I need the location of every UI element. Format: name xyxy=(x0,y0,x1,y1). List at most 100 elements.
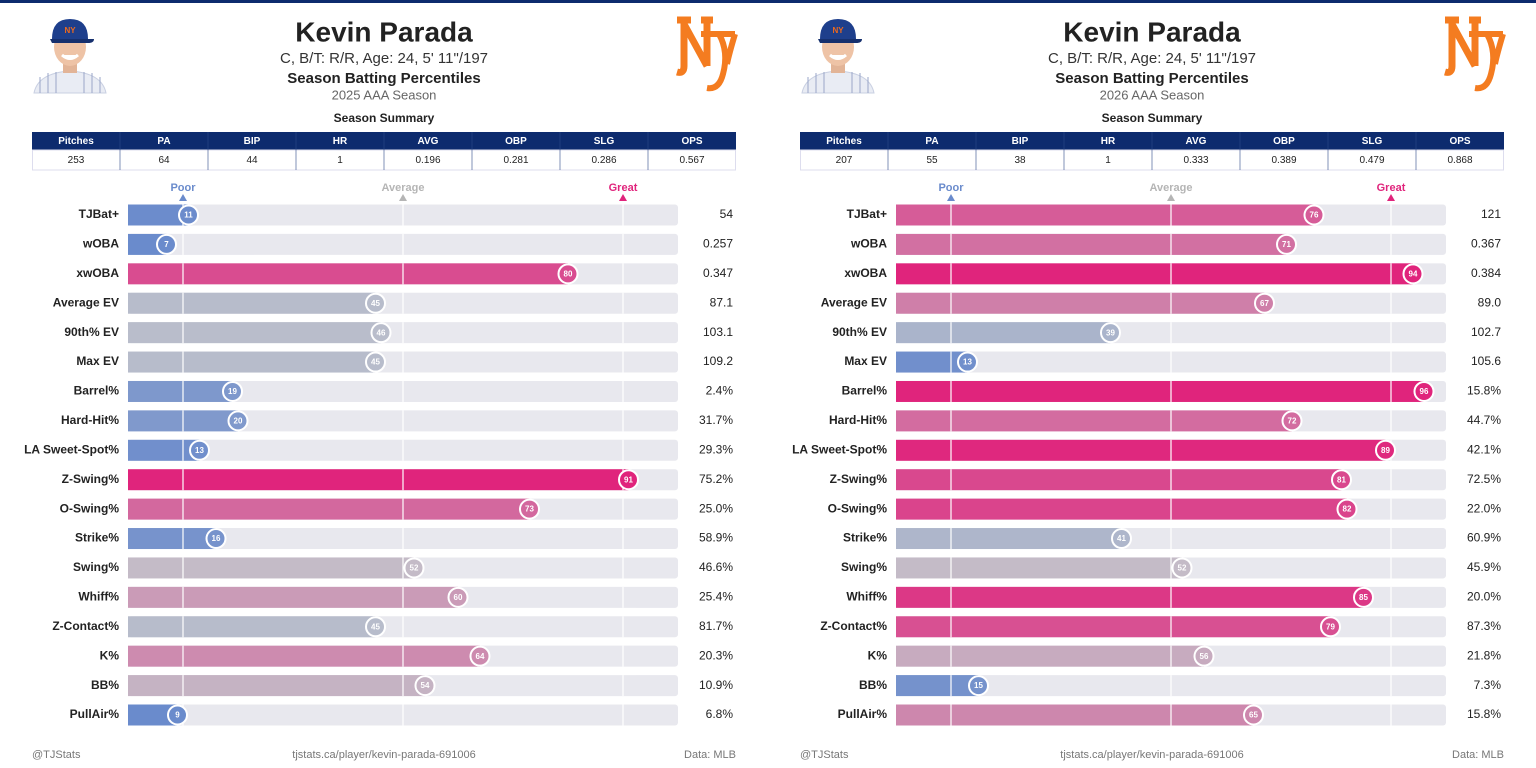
stat-value: 109.2 xyxy=(703,354,733,368)
summary-title: Season Summary xyxy=(334,111,435,125)
row-label: TJBat+ xyxy=(847,207,887,221)
percentile-marker xyxy=(1111,528,1132,550)
table-column: BIP xyxy=(1012,136,1029,147)
percentile-label: 96 xyxy=(1420,387,1429,396)
percentile-marker xyxy=(403,557,425,579)
stat-value: 60.9% xyxy=(1467,531,1501,545)
table-column: SLG xyxy=(1362,136,1383,147)
percentile-label: 52 xyxy=(1178,564,1187,573)
stat-value: 20.0% xyxy=(1467,590,1501,604)
table-column: BIP xyxy=(244,136,261,147)
percentile-label: 65 xyxy=(1249,711,1258,720)
table-cell: 207 xyxy=(836,155,853,166)
row-label: LA Sweet-Spot% xyxy=(24,442,119,456)
row-label: Barrel% xyxy=(842,384,888,398)
bar xyxy=(896,439,1386,461)
stat-value: 2.4% xyxy=(706,384,734,398)
percentile-label: 94 xyxy=(1409,269,1418,278)
table-column: SLG xyxy=(594,136,615,147)
row-label: Z-Contact% xyxy=(820,619,887,633)
row-label: BB% xyxy=(859,678,887,692)
percentile-label: 91 xyxy=(624,475,633,484)
x-tick-label: Average xyxy=(381,182,424,194)
row-label: Hard-Hit% xyxy=(61,413,119,427)
stat-value: 87.1 xyxy=(710,295,734,309)
row-label: K% xyxy=(868,648,888,662)
stat-value: 58.9% xyxy=(699,531,733,545)
percentile-marker xyxy=(1171,557,1193,579)
x-tick-label: Poor xyxy=(938,182,964,194)
table-column: OPS xyxy=(1449,136,1470,147)
table-column: Pitches xyxy=(826,136,862,147)
row-label: Whiff% xyxy=(78,590,119,604)
table-column: PA xyxy=(925,136,938,147)
percentile-label: 80 xyxy=(564,269,573,278)
top-rule xyxy=(0,0,1536,3)
player-name: Kevin Parada xyxy=(1063,16,1241,47)
percentile-marker xyxy=(447,586,469,608)
season: 2025 AAA Season xyxy=(332,87,437,102)
bar xyxy=(896,557,1182,579)
percentile-marker xyxy=(1375,439,1396,461)
x-tick-label: Average xyxy=(1149,182,1192,194)
player-info: C, B/T: R/R, Age: 24, 5' 11"/197 xyxy=(280,50,488,67)
season: 2026 AAA Season xyxy=(1100,87,1205,102)
percentile-label: 16 xyxy=(212,534,221,543)
table-column: HR xyxy=(1101,136,1116,147)
table-cell: 0.868 xyxy=(1447,155,1472,166)
row-label: wOBA xyxy=(850,237,887,251)
stat-value: 102.7 xyxy=(1471,325,1501,339)
tick-marker xyxy=(179,194,187,201)
table-cell: 253 xyxy=(68,155,85,166)
row-label: Whiff% xyxy=(846,590,887,604)
team-logo xyxy=(677,20,735,88)
player-photo xyxy=(28,13,112,95)
bar xyxy=(128,616,376,638)
percentile-marker xyxy=(1193,645,1215,667)
bar xyxy=(128,498,530,520)
percentile-label: 7 xyxy=(164,240,169,249)
percentile-label: 71 xyxy=(1282,240,1291,249)
percentile-label: 11 xyxy=(184,211,193,220)
percentile-label: 73 xyxy=(525,505,534,514)
stat-value: 7.3% xyxy=(1474,678,1502,692)
row-label: O-Swing% xyxy=(828,501,888,515)
stat-value: 25.4% xyxy=(699,590,733,604)
percentile-label: 45 xyxy=(371,358,380,367)
stat-value: 121 xyxy=(1481,207,1501,221)
table-cell: 1 xyxy=(337,155,343,166)
stat-value: 105.6 xyxy=(1471,354,1501,368)
percentile-label: 85 xyxy=(1359,593,1368,602)
percentile-label: 82 xyxy=(1343,505,1352,514)
table-cell: 44 xyxy=(246,155,258,166)
row-label: TJBat+ xyxy=(79,207,119,221)
stat-value: 6.8% xyxy=(706,707,734,721)
table-column: Pitches xyxy=(58,136,94,147)
stat-value: 0.384 xyxy=(1471,266,1501,280)
bar xyxy=(896,586,1364,608)
bar xyxy=(896,469,1342,491)
bar xyxy=(896,233,1287,255)
percentile-label: 81 xyxy=(1337,475,1346,484)
stat-value: 75.2% xyxy=(699,472,733,486)
row-label: Average EV xyxy=(53,295,119,309)
table-cell: 0.333 xyxy=(1183,155,1208,166)
row-label: Average EV xyxy=(821,295,887,309)
row-label: Barrel% xyxy=(74,384,120,398)
table-cell: 0.479 xyxy=(1359,155,1384,166)
percentile-marker xyxy=(1276,233,1297,255)
percentile-marker xyxy=(189,439,210,461)
percentile-label: 60 xyxy=(454,593,463,602)
x-tick-label: Great xyxy=(609,182,638,194)
percentile-label: 54 xyxy=(421,681,430,690)
table-column: PA xyxy=(157,136,170,147)
bar xyxy=(896,322,1111,344)
row-label: Max EV xyxy=(844,354,887,368)
percentile-marker xyxy=(1303,204,1325,226)
percentile-marker xyxy=(519,498,540,520)
stat-value: 44.7% xyxy=(1467,413,1501,427)
percentile-marker xyxy=(167,704,188,726)
percentile-label: 72 xyxy=(1288,416,1297,425)
row-label: BB% xyxy=(91,678,119,692)
footer-right: Data: MLB xyxy=(1452,749,1504,761)
